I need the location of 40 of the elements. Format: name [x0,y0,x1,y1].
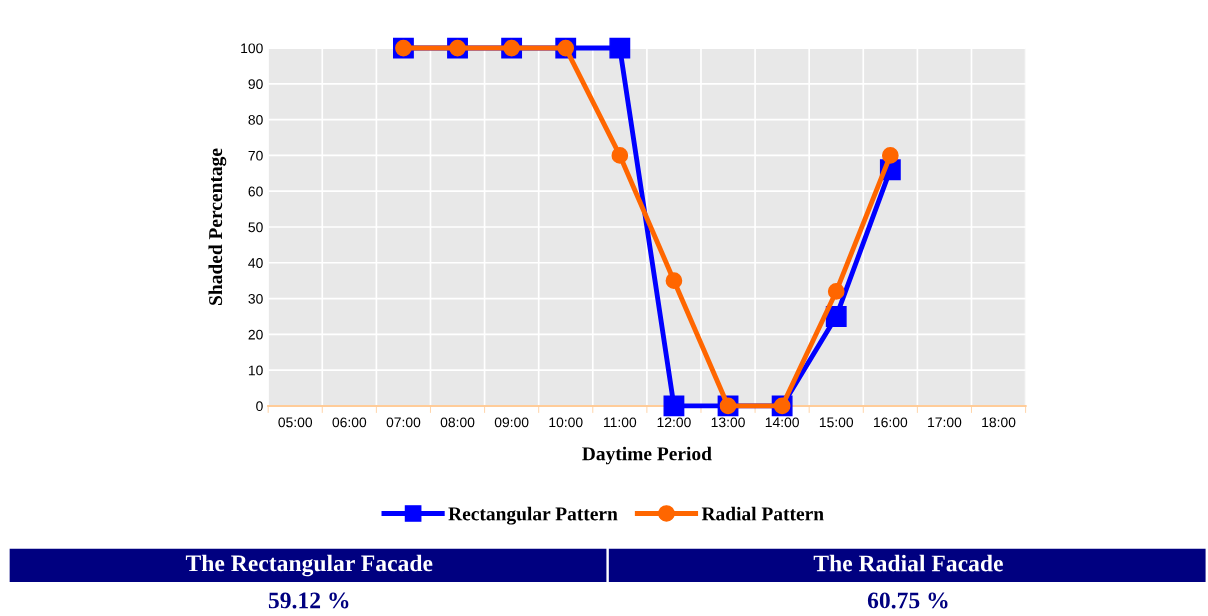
point [663,395,685,417]
y-tick-label: 10 [248,365,263,376]
legend-label: Rectangular Pattern [448,506,618,525]
point [827,283,845,300]
y-tick-label: 80 [248,114,263,125]
y-tick-label: 50 [248,222,263,233]
x-tick-label: 18:00 [982,417,1016,428]
point [609,37,631,59]
x-tick-label: 15:00 [819,417,854,428]
point [611,147,629,164]
x-tick-label: 11:00 [604,417,637,428]
point [665,272,683,290]
x-tick-label: 17:00 [928,417,962,428]
text: The Rectangular Facade [185,554,433,577]
point [882,147,899,164]
text: 59.12 % [268,592,349,609]
x-tick-label: 05:00 [278,417,313,428]
x-tick-label: 09:00 [494,417,529,428]
x-tick-label: 07:00 [386,417,421,428]
point [825,306,847,327]
y-tick-label: 20 [248,329,263,340]
x-axis-title: Daytime Period [582,446,712,465]
y-tick-label: 40 [248,258,263,268]
y-tick-label: 60 [248,186,263,197]
legend-label: Radial Pattern [701,506,824,521]
y-tick-label: 90 [248,79,263,90]
x-tick-label: 14:00 [765,417,799,428]
x-tick-label: 13:00 [711,417,745,428]
y-tick-label: 70 [248,150,263,161]
y-tick-label: 30 [248,293,263,304]
x-tick-label: 12:00 [657,417,691,428]
x-tick-label: 10:00 [549,417,583,428]
y-tick-label: 100 [241,43,263,54]
text: 60.75 % [867,592,948,609]
text: The Radial Facade [813,554,1003,572]
y-axis-title: Shaded Percentage [208,148,227,305]
y-tick-label: 0 [256,401,263,412]
x-tick-label: 06:00 [332,417,367,428]
x-tick-label: 08:00 [440,417,475,428]
x-tick-label: 16:00 [874,417,908,428]
